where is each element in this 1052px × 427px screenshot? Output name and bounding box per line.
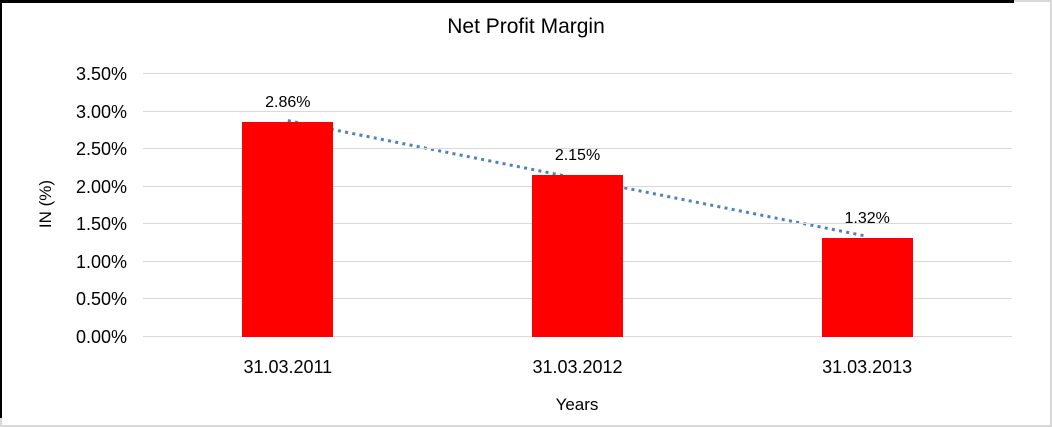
y-axis-tick-label: 0.50% [75,289,127,310]
gridline [143,73,1012,74]
outer-border-bottom [0,425,1052,427]
bar [821,237,913,337]
y-axis-tick-label: 3.00% [75,101,127,122]
y-axis-tick-label: 3.50% [75,64,127,84]
y-axis-tick-label: 0.00% [75,327,127,347]
bar [242,122,334,337]
frame-border-top [0,0,1014,3]
data-label: 2.86% [265,94,311,112]
x-axis-title: Years [555,395,599,414]
x-axis-tick-label: 31.03.2012 [532,357,623,377]
x-axis-tick-label: 31.03.2013 [822,357,913,377]
gridline [143,148,1012,150]
data-label: 2.15% [554,147,601,165]
gridline [143,110,1012,112]
y-axis-tick-label: 1.00% [75,251,127,272]
data-label: 1.32% [844,209,890,227]
chart-title: Net Profit Margin [447,15,605,38]
bar [532,175,623,337]
y-axis-tick-label: 2.00% [75,176,127,197]
y-axis-title: IN (%) [36,179,55,229]
x-axis-tick-label: 31.03.2011 [243,357,333,377]
y-axis-tick-label: 2.50% [75,139,127,160]
y-axis-tick-label: 1.50% [75,214,127,235]
frame-border-left [0,0,2,418]
outer-border-right [1050,0,1052,427]
